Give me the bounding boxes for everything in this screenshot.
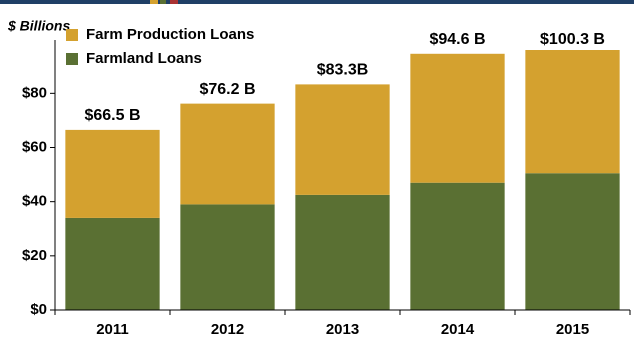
- top-stripe: [0, 0, 634, 4]
- total-label: $66.5 B: [84, 107, 140, 124]
- total-label: $83.3B: [317, 62, 369, 79]
- bar-segment: [65, 129, 160, 218]
- x-tick-label: 2012: [211, 321, 244, 338]
- bar-segment: [295, 194, 390, 310]
- bar-segment: [525, 173, 620, 310]
- y-tick-label: $40: [22, 193, 47, 210]
- y-tick-label: $60: [22, 138, 47, 155]
- bar-segment: [295, 84, 390, 195]
- y-tick-label: $80: [22, 84, 47, 101]
- legend-swatch: [66, 53, 78, 65]
- bar-segment: [525, 50, 620, 174]
- y-tick-label: $20: [22, 247, 47, 264]
- x-tick-label: 2013: [326, 321, 359, 338]
- x-tick-label: 2011: [96, 321, 129, 338]
- total-label: $94.6 B: [429, 31, 485, 48]
- legend-label: Farm Production Loans: [86, 26, 254, 43]
- legend-label: Farmland Loans: [86, 50, 202, 67]
- total-label: $76.2 B: [199, 81, 255, 98]
- y-axis-title: $ Billions: [7, 18, 70, 34]
- y-tick-label: $0: [30, 301, 47, 318]
- bar-segment: [180, 204, 275, 310]
- legend-swatch: [66, 29, 78, 41]
- total-label: $100.3 B: [540, 31, 605, 48]
- plot: [65, 50, 620, 310]
- x-tick-label: 2014: [441, 321, 475, 338]
- bar-segment: [410, 182, 505, 310]
- bar-segment: [65, 217, 160, 310]
- bar-segment: [180, 103, 275, 205]
- bar-segment: [410, 53, 505, 183]
- x-tick-label: 2015: [556, 321, 589, 338]
